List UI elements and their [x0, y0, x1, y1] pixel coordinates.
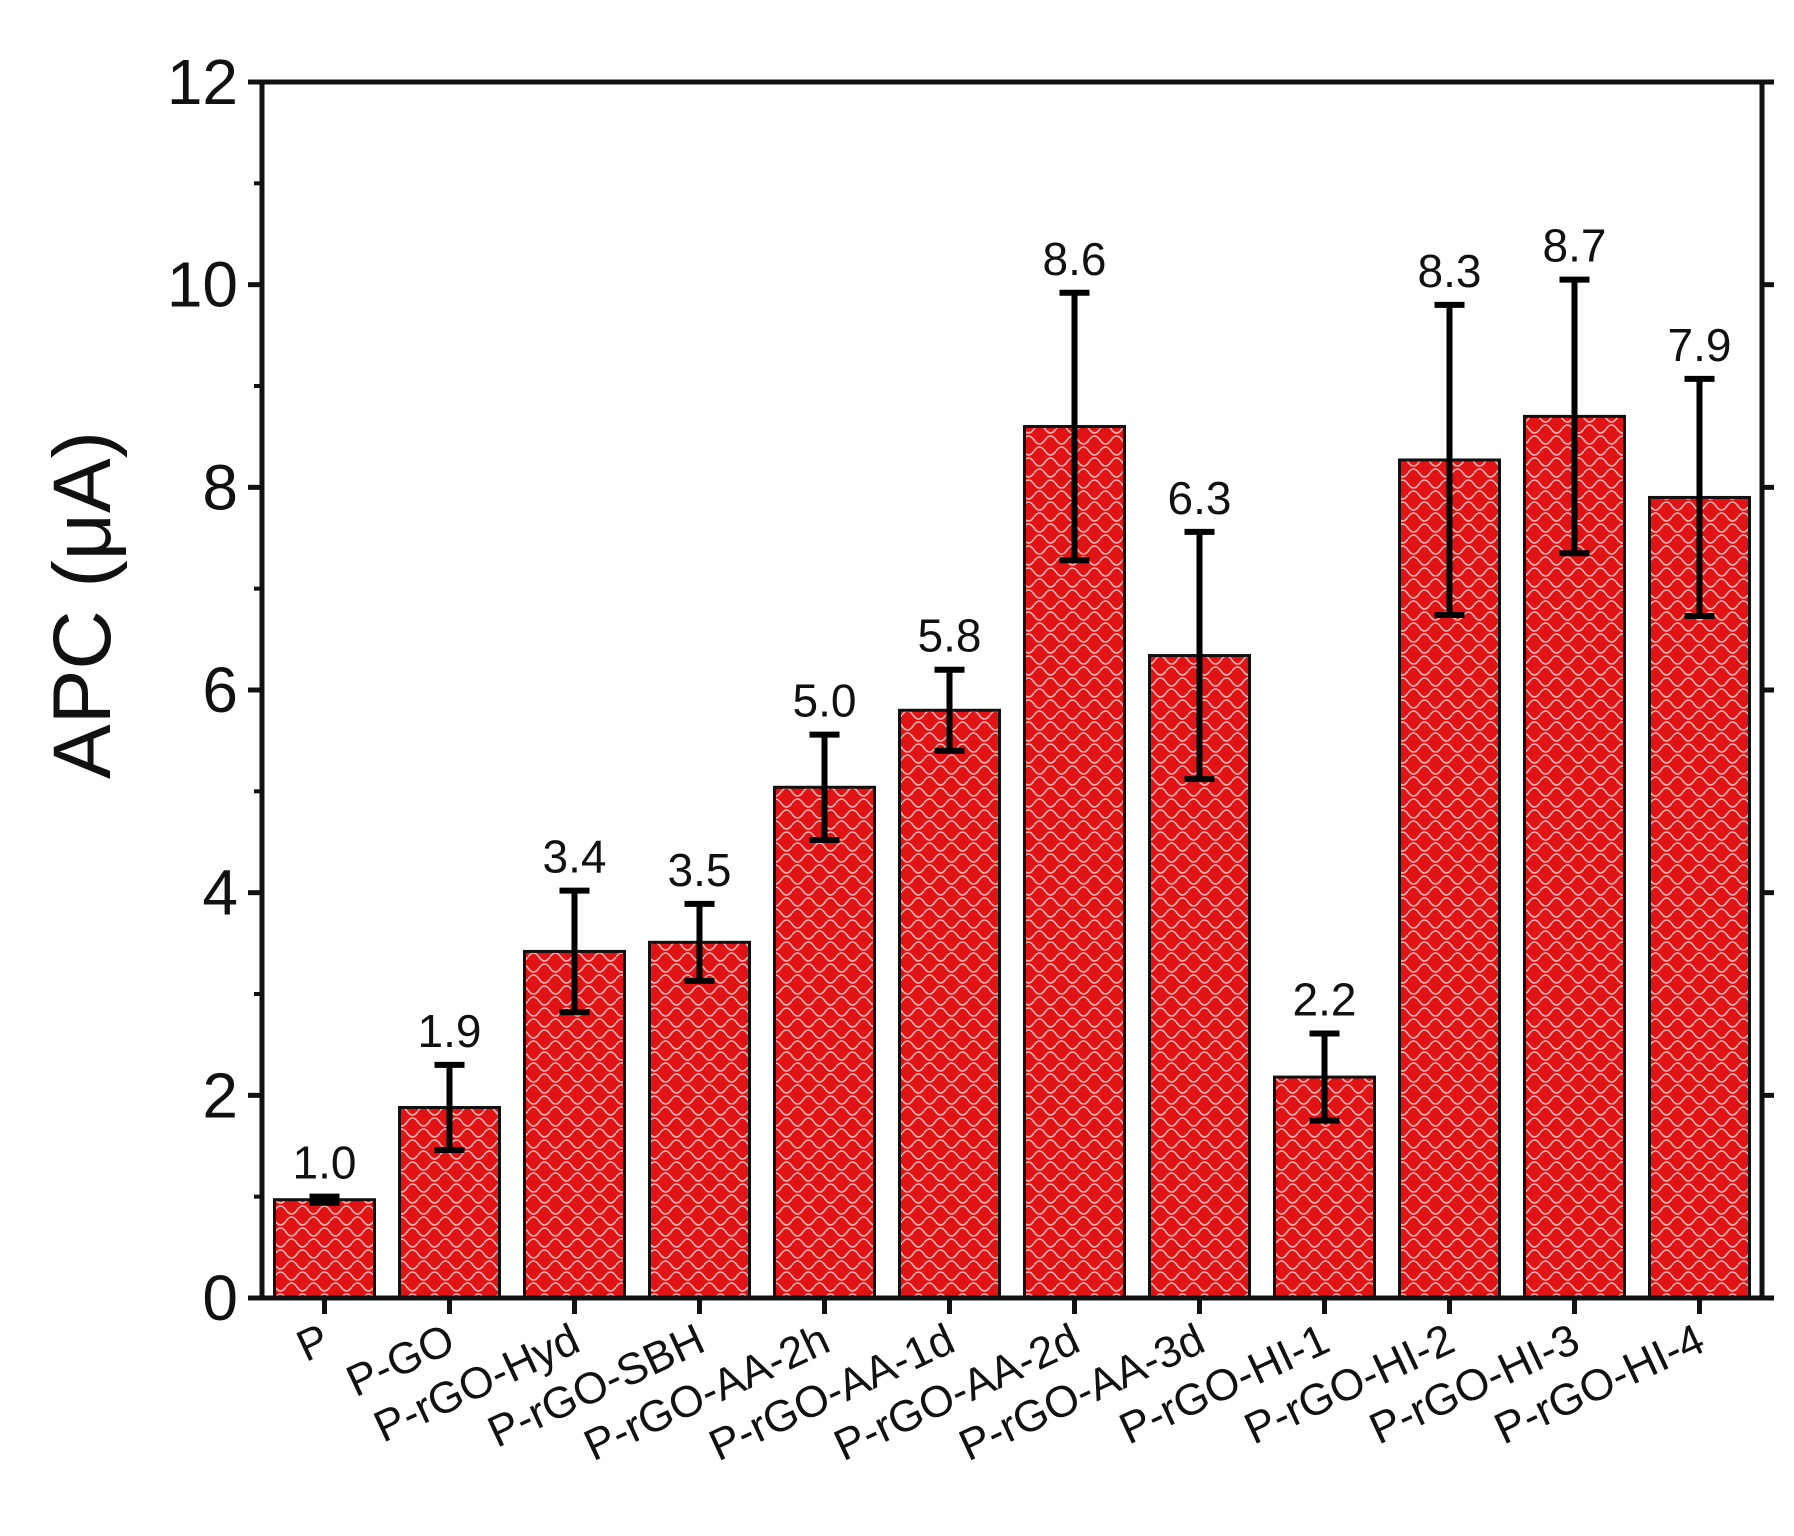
bar-texture-1: [276, 1201, 373, 1297]
axes-layer: [248, 79, 1774, 1314]
bar-texture-6: [901, 711, 998, 1297]
x-tick-label-1: P: [289, 1315, 336, 1372]
data-label-12: 7.9: [1668, 319, 1732, 371]
bar-texture-4: [651, 943, 748, 1297]
bar-texture-5: [776, 788, 873, 1297]
y-tick-label-6: 6: [202, 654, 238, 726]
bar-texture-12: [1651, 498, 1748, 1297]
y-tick-label-0: 0: [202, 1262, 238, 1334]
y-axis-title: APC (μA): [37, 431, 128, 779]
y-tick-label-8: 8: [202, 451, 238, 523]
data-label-11: 8.7: [1543, 220, 1607, 272]
bar-texture-11: [1526, 417, 1623, 1297]
data-label-3: 3.4: [543, 831, 607, 883]
y-tick-label-10: 10: [167, 249, 238, 321]
data-label-4: 3.5: [668, 844, 732, 896]
data-label-10: 8.3: [1418, 245, 1482, 297]
y-tick-label-4: 4: [202, 857, 238, 929]
data-label-1: 1.0: [293, 1137, 357, 1189]
y-tick-label-12: 12: [167, 46, 238, 118]
bar-texture-7: [1026, 428, 1123, 1297]
data-label-6: 5.8: [918, 610, 982, 662]
data-label-9: 2.2: [1293, 974, 1357, 1026]
data-labels-layer: 1.0 1.9 3.4 3.5 5.0 5.8 8.6 6.3 2.2 8.3 8.7 7.9: [293, 220, 1732, 1189]
bars-layer: [273, 414, 1751, 1300]
data-label-5: 5.0: [793, 675, 857, 727]
data-label-8: 6.3: [1168, 472, 1232, 524]
y-tick-labels-layer: 0 2 4 6 8 10 12: [167, 46, 238, 1334]
y-tick-label-2: 2: [202, 1059, 238, 1131]
x-tick-labels-layer: P P-GOP-rGO-HydP-rGO-SBHP-rGO-AA-2hP-rGO-…: [289, 1315, 1711, 1471]
data-label-7: 8.6: [1043, 233, 1107, 285]
error-bars-layer: [309, 276, 1715, 1206]
data-label-2: 1.9: [418, 1005, 482, 1057]
